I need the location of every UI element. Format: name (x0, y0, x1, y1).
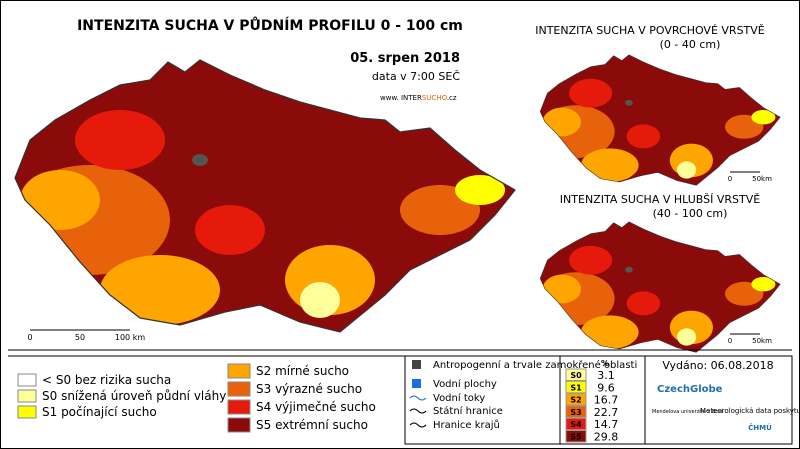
logo-czechglobe: CzechGlobe (657, 384, 723, 395)
legend-swatch (17, 373, 37, 387)
code-cell (565, 417, 587, 431)
svg-text:0: 0 (27, 333, 32, 342)
legend-label: Hranice krajů (433, 419, 500, 431)
issued-box (644, 355, 793, 445)
deep-map (538, 222, 780, 353)
svg-text:50: 50 (75, 333, 85, 342)
svg-text:50km: 50km (752, 175, 772, 183)
logo-mendelu: Mendelova univerzita v Brně (652, 408, 724, 415)
main-scale: 0 50 100 km (27, 329, 145, 342)
legend-label: S0 snížená úroveň půdní vláhy (42, 389, 226, 403)
logo-chmu: ČHMÚ (748, 423, 772, 432)
code-cell (565, 368, 587, 381)
legend-swatch (227, 381, 251, 397)
legend-label: S1 počínající sucho (42, 405, 157, 419)
svg-text:0: 0 (728, 337, 732, 345)
code-cell (565, 380, 587, 394)
code: S4 (570, 420, 582, 429)
table: % S0 3.1 S1 9.6 S2 16.7 S3 22.7 S4 14.7 S5 29.8 (565, 359, 619, 444)
percent: 3.1 (597, 369, 615, 382)
legend-label: S4 výjimečné sucho (256, 400, 376, 414)
code: S5 (570, 433, 582, 442)
svg-text:50km: 50km (752, 337, 772, 345)
surface-title: INTENZITA SUCHA V POVRCHOVÉ VRSTVĚ (535, 24, 765, 37)
legend-swatch (227, 417, 251, 433)
surface-scale: 0 50km (728, 171, 772, 183)
code: S1 (570, 383, 582, 392)
legend-swatch (227, 363, 251, 379)
legend-icon (409, 422, 427, 428)
data-note: Meteorologická data poskytuje: (700, 407, 800, 415)
legend-label: Antropogenní a trvale zamokřené oblasti (433, 359, 637, 371)
legend-swatch (17, 405, 37, 419)
code-cell (565, 405, 587, 418)
table-header: % (601, 359, 609, 368)
percent: 16.7 (594, 394, 619, 407)
code: S3 (570, 408, 581, 417)
legend-label: Vodní plochy (433, 378, 497, 390)
legend-label: S2 mírné sucho (256, 364, 349, 378)
legend-label: S3 výrazné sucho (256, 382, 362, 396)
code: S2 (570, 396, 581, 405)
deep-subtitle: (40 - 100 cm) (653, 207, 728, 220)
code: S0 (570, 371, 582, 380)
surface-map (538, 55, 780, 186)
main-title: INTENZITA SUCHA V PŮDNÍM PROFILU 0 - 100… (77, 16, 463, 34)
legend-label: < S0 bez rizika sucha (42, 373, 171, 387)
percent: 14.7 (594, 418, 619, 431)
legend-label: Státní hranice (433, 405, 503, 417)
code-cell (565, 430, 587, 443)
legend: < S0 bez rizika sucha S0 snížená úroveň p… (17, 363, 376, 433)
legend-icon (409, 408, 427, 414)
percent: 22.7 (594, 406, 619, 419)
svg-text:0: 0 (728, 175, 732, 183)
legend-swatch (17, 389, 37, 403)
issued: Vydáno: 06.08.2018 (662, 359, 773, 372)
legend-icon (412, 379, 421, 388)
legend-icon (409, 395, 427, 401)
percent: 9.6 (597, 381, 615, 394)
deep-title: INTENZITA SUCHA V HLUBŠÍ VRSTVĚ (560, 193, 760, 206)
time: data v 7:00 SEČ (372, 70, 460, 83)
svg-text:100 km: 100 km (115, 333, 145, 342)
deep-scale: 0 50km (728, 333, 772, 345)
surface-subtitle: (0 - 40 cm) (660, 38, 721, 51)
legend-label: S5 extrémní sucho (256, 418, 368, 432)
legend-other: Antropogenní a trvale zamokřené oblasti V… (409, 359, 637, 431)
legend-swatch (227, 399, 251, 415)
percent: 29.8 (594, 431, 619, 444)
url: www. INTERSUCHO.cz (380, 94, 457, 102)
legend-label: Vodní toky (433, 392, 485, 404)
date: 05. srpen 2018 (350, 51, 460, 66)
code-cell (565, 393, 587, 406)
legend-icon (412, 360, 421, 369)
